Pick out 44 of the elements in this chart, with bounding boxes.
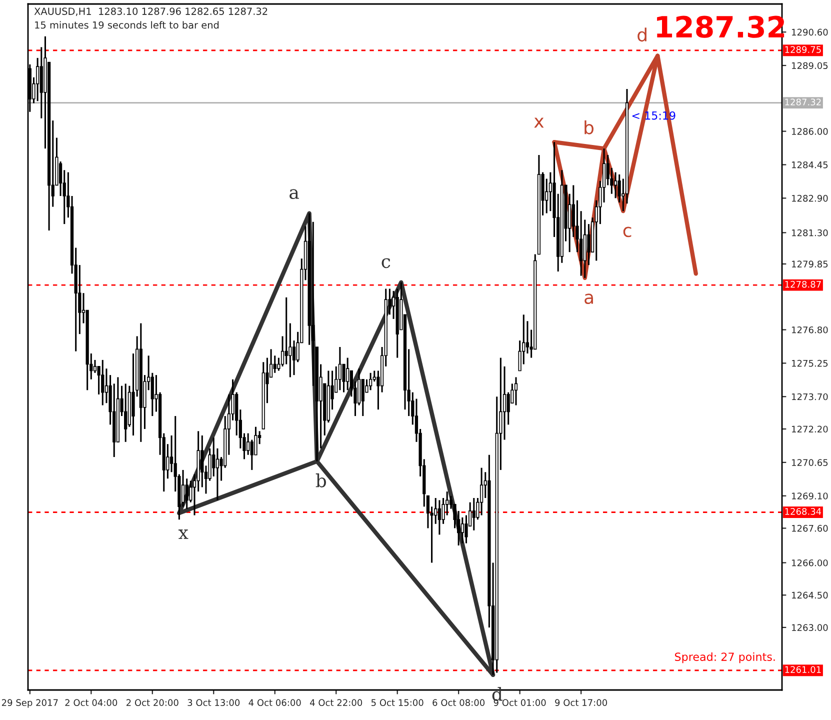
data-label: x [534, 118, 544, 128]
y-tick-label: 1270.65 [792, 459, 828, 466]
y-tick-label: 1272.20 [792, 426, 828, 433]
y-tick-label: 1263.00 [792, 624, 828, 631]
y-tick-label: 1281.30 [792, 229, 828, 236]
y-tick-label: 1276.80 [792, 326, 828, 334]
x-tick-label: 6 Oct 08:00 [432, 699, 485, 706]
x-tick-label: 3 Oct 13:00 [188, 699, 240, 706]
y-tick-label: 1267.60 [792, 524, 828, 532]
x-tick-label: 9 Oct 17:00 [555, 699, 608, 706]
data-label: x [178, 530, 188, 539]
data-label: a [584, 294, 593, 304]
y-tick-label: 1275.25 [792, 360, 828, 367]
y-tick-label: 1290.60 [792, 28, 828, 36]
data-label: a [290, 189, 299, 200]
data-label: b [584, 120, 594, 134]
ref-line-label: 1268.34 [785, 508, 822, 515]
y-tick-label: 1282.90 [792, 194, 828, 202]
y-tick-label: 1284.45 [792, 161, 828, 168]
y-tick-label: 1279.85 [792, 260, 828, 268]
x-tick-label: 2 Oct 20:00 [126, 699, 178, 706]
y-tick-label: 1286.00 [792, 128, 828, 135]
data-label: d [492, 686, 502, 701]
data-label: d [638, 28, 646, 42]
x-tick-label: 5 Oct 15:00 [371, 699, 424, 706]
data-label: c [623, 226, 632, 238]
y-tick-label: 1273.70 [792, 393, 828, 400]
chart-title: XAUUSD,H1 1283.10 1287.96 1282.65 1287.32 [34, 8, 268, 16]
ref-line-label: 1261.01 [785, 666, 821, 673]
ref-line-label: 1289.75 [785, 46, 821, 53]
y-tick-label: 1289.05 [792, 62, 828, 70]
x-tick-label: 4 Oct 22:00 [310, 699, 362, 706]
text: 15 minutes 19 seconds left to bar end [35, 21, 219, 29]
ref-line-label: 1287.32 [785, 98, 821, 106]
data-label: c [382, 258, 390, 268]
ref-line-label: 1278.87 [785, 280, 821, 288]
x-tick-label: 4 Oct 06:00 [248, 699, 301, 706]
y-tick-label: 1264.50 [792, 592, 828, 599]
x-tick-label: 2 Oct 04:00 [65, 699, 118, 706]
x-tick-label: 29 Sep 2017 [2, 699, 58, 708]
data-label: b [316, 473, 326, 488]
y-tick-label: 1269.10 [792, 492, 828, 500]
y-tick-label: 1266.00 [792, 559, 828, 566]
annotation: Spread: 27 points. [674, 652, 775, 664]
